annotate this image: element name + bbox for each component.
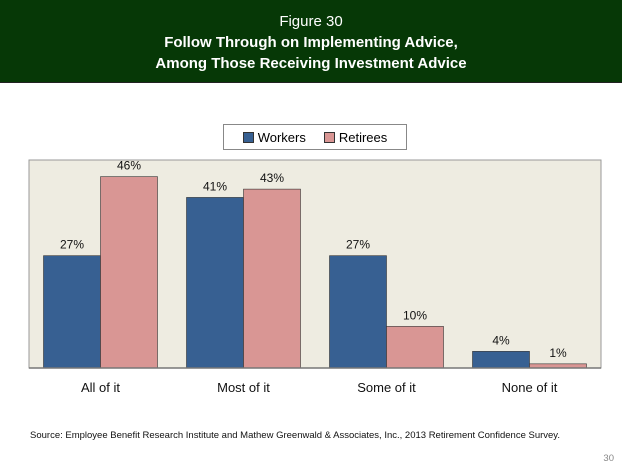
x-tick-label-1: Most of it: [217, 380, 270, 395]
chart-title-line2: Among Those Receiving Investment Advice: [155, 55, 467, 72]
title-banner: Figure 30 Follow Through on Implementing…: [0, 0, 622, 83]
x-tick-label-0: All of it: [81, 380, 120, 395]
data-label-retirees-0: 46%: [117, 159, 141, 173]
x-tick-label-2: Some of it: [357, 380, 416, 395]
legend-item-workers: Workers: [242, 129, 306, 145]
data-label-retirees-2: 10%: [403, 308, 427, 322]
bar-workers-1: [186, 197, 244, 369]
data-label-retirees-3: 1%: [549, 346, 567, 360]
chart-title-line1: Follow Through on Implementing Advice,: [164, 34, 458, 51]
bar-retirees-0: [100, 176, 158, 369]
figure-label: Figure 30: [279, 13, 343, 30]
bar-retirees-2: [386, 326, 444, 369]
legend-swatch-retirees: [323, 131, 335, 143]
legend-label-workers: Workers: [257, 129, 306, 145]
legend-label-retirees: Retirees: [338, 129, 388, 145]
bar-workers-2: [329, 255, 387, 369]
x-tick-label-3: None of it: [502, 380, 558, 395]
data-label-workers-0: 27%: [60, 238, 84, 252]
legend-swatch-workers: [242, 131, 254, 143]
page-number: 30: [603, 453, 614, 464]
data-label-retirees-1: 43%: [260, 171, 284, 185]
legend: Workers Retirees: [223, 124, 407, 150]
bar-retirees-1: [243, 188, 301, 369]
data-label-workers-1: 41%: [203, 179, 227, 193]
bar-workers-0: [43, 255, 101, 369]
bar-workers-3: [472, 351, 530, 369]
data-label-workers-3: 4%: [492, 333, 510, 347]
legend-item-retirees: Retirees: [323, 129, 388, 145]
source-note: Source: Employee Benefit Research Instit…: [30, 430, 560, 441]
data-label-workers-2: 27%: [346, 238, 370, 252]
